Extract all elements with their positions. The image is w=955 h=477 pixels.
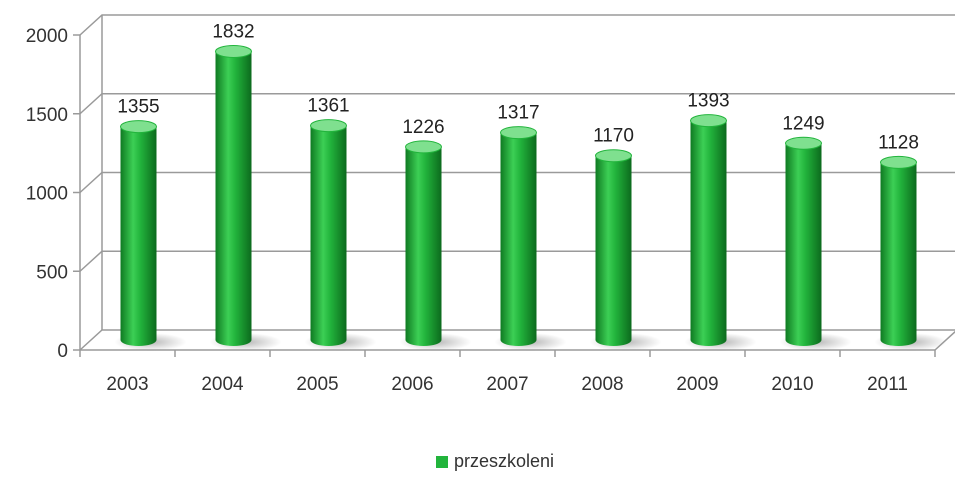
bars [114,44,947,351]
bar-body [120,126,157,347]
y-tick-label: 1500 [26,105,68,126]
data-labels: 1355 1832 1361 1226 1317 1170 1393 1249 1128 [117,21,919,153]
bar-body [690,120,727,346]
bar-body [500,132,537,346]
bar-top [405,140,442,154]
bar-top [690,114,727,128]
data-label: 1355 [117,97,159,118]
bar-top [880,155,917,169]
data-label: 1128 [878,132,919,153]
x-tick-label: 2005 [296,374,338,395]
bar-top [215,44,252,58]
gridline [79,14,955,36]
x-tick-label: 2004 [201,374,244,395]
bar-body [880,162,917,346]
y-tick-label: 500 [36,262,68,283]
bar [874,155,947,351]
gridline [79,171,955,194]
gridline [79,250,955,272]
x-axis: 2003 2004 2005 2006 2007 2008 2009 2010 2011 [79,350,936,395]
bar [399,140,472,351]
bar-body [405,146,442,346]
bar-body [595,155,632,346]
data-label: 1226 [402,117,444,138]
x-tick-label: 2006 [391,374,433,395]
bar-top [785,136,822,150]
x-tick-label: 2003 [106,374,148,395]
x-tick-label: 2008 [581,374,623,395]
bar [114,120,187,351]
data-label: 1832 [212,21,254,42]
bar-top [595,149,632,163]
bar [209,44,282,351]
data-label: 1361 [307,96,349,117]
data-label: 1317 [497,103,539,124]
bar-body [310,125,347,346]
x-tick-label: 2007 [486,374,528,395]
bar-body [785,143,822,346]
bar-top [310,119,347,133]
data-label: 1393 [687,91,729,112]
bar-body [215,51,252,347]
data-label: 1249 [782,113,824,134]
legend-swatch [436,456,448,468]
bar [684,114,757,351]
bar [304,119,377,351]
x-tick-label: 2011 [867,374,908,395]
legend: przeszkoleni [436,451,554,471]
x-tick-label: 2009 [676,374,718,395]
data-label: 1170 [593,126,634,147]
bar-top [500,126,537,140]
bar [589,149,662,351]
y-tick-label: 2000 [26,26,68,47]
y-axis: 0 500 1000 1500 2000 [26,26,80,362]
bar-top [120,120,157,134]
y-tick-label: 0 [57,341,68,362]
x-tick-label: 2010 [771,374,813,395]
bar [779,136,852,351]
legend-label: przeszkoleni [454,451,554,471]
y-tick-label: 1000 [26,184,68,205]
bar [494,126,567,351]
gridline [79,93,955,115]
